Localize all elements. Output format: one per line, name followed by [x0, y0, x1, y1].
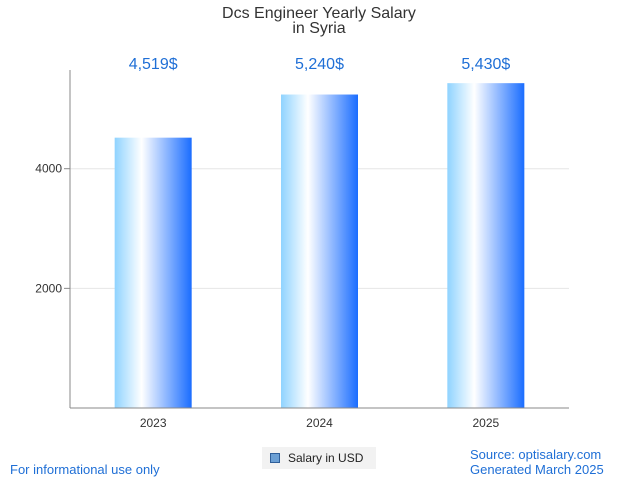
axes: 2000 4000 2023 2024 2025	[35, 70, 569, 430]
bars: 4,519$ 5,240$ 5,430$	[114, 56, 525, 408]
y-tick-label: 2000	[35, 281, 62, 295]
chart-title-line-2: in Syria	[292, 20, 345, 37]
legend-label: Salary in USD	[288, 451, 364, 465]
y-tick-label: 4000	[35, 162, 62, 176]
bar-2025[interactable]	[447, 83, 525, 408]
legend-swatch	[270, 453, 280, 463]
chart-title: Dcs Engineer Yearly Salary in Syria	[222, 5, 416, 37]
bar-2024[interactable]	[281, 94, 358, 408]
legend[interactable]: Salary in USD	[262, 447, 376, 469]
disclaimer: For informational use only	[10, 462, 160, 477]
generated-date: Generated March 2025	[470, 462, 604, 477]
source-link[interactable]: Source: optisalary.com	[470, 447, 602, 462]
value-label-2024: 5,240$	[295, 56, 344, 73]
value-label-2025: 5,430$	[461, 56, 510, 73]
x-tick-label-2024: 2024	[306, 416, 333, 430]
value-label-2023: 4,519$	[129, 56, 178, 73]
x-tick-label-2023: 2023	[140, 416, 167, 430]
chart-title-line-1: Dcs Engineer Yearly Salary	[222, 5, 416, 22]
source-info: Source: optisalary.com Generated March 2…	[470, 447, 604, 477]
x-tick-label-2025: 2025	[472, 416, 499, 430]
bar-2023[interactable]	[114, 137, 192, 408]
